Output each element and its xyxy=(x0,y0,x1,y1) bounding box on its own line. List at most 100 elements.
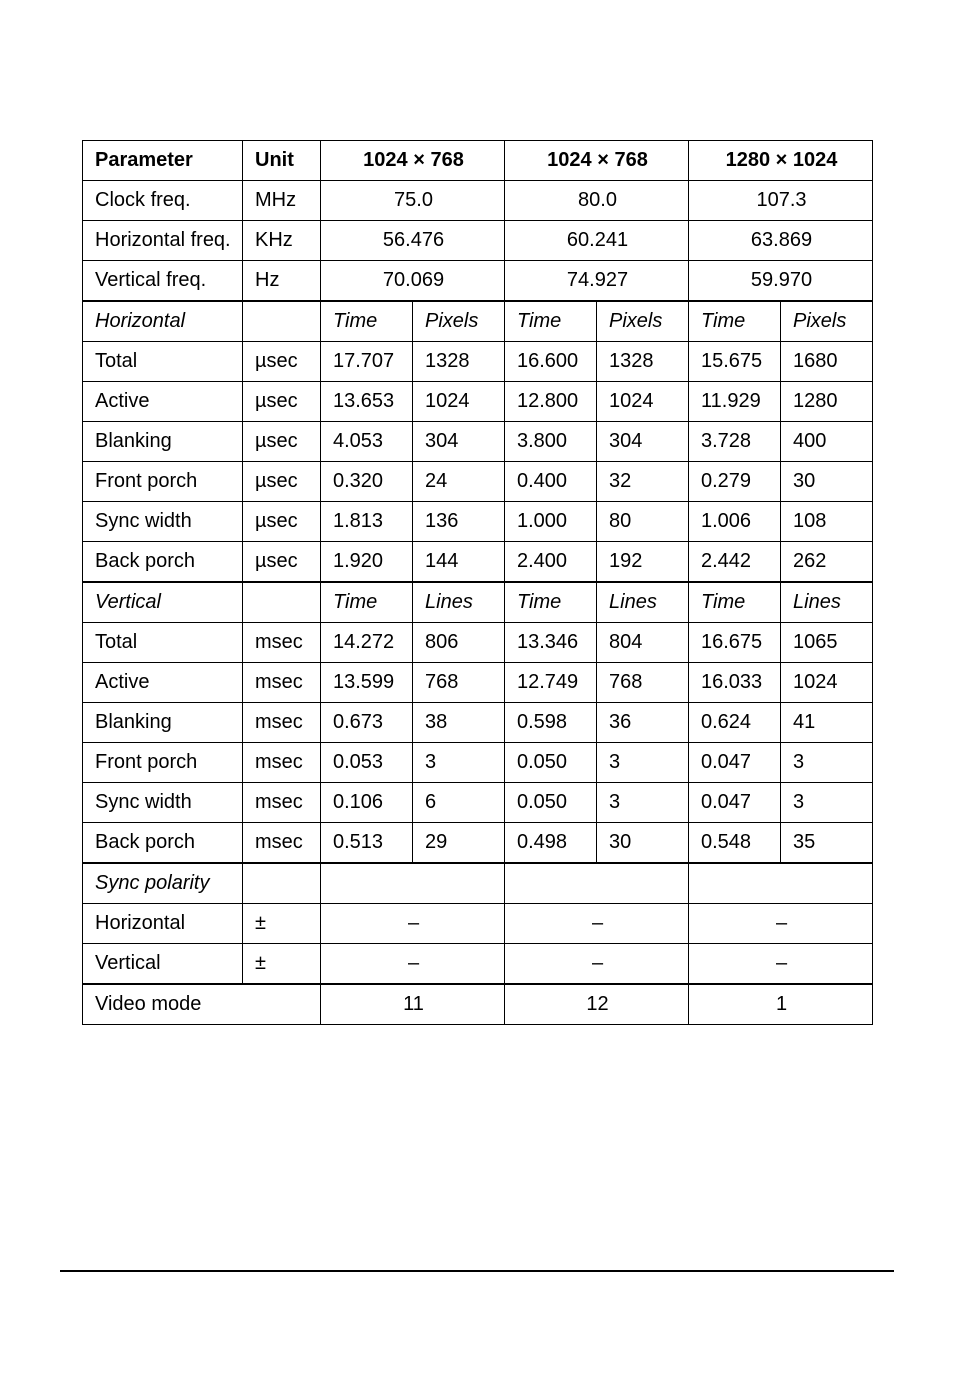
param-label: Back porch xyxy=(83,542,243,583)
cell: 304 xyxy=(597,422,689,462)
param-unit: µsec xyxy=(243,342,321,382)
param-unit: msec xyxy=(243,743,321,783)
sync-title: Sync polarity xyxy=(83,863,243,904)
empty-cell xyxy=(243,582,321,623)
param-unit: µsec xyxy=(243,502,321,542)
video-mode-row: Video mode 11 12 1 xyxy=(83,984,873,1025)
table-row: Sync width msec 0.106 6 0.050 3 0.047 3 xyxy=(83,783,873,823)
cell: 262 xyxy=(781,542,873,583)
video-mode-val: 1 xyxy=(689,984,873,1025)
table-row: Sync width µsec 1.813 136 1.000 80 1.006… xyxy=(83,502,873,542)
cell: 32 xyxy=(597,462,689,502)
param-label: Total xyxy=(83,342,243,382)
freq-val: 63.869 xyxy=(689,221,873,261)
col-pixels: Pixels xyxy=(597,301,689,342)
cell: 17.707 xyxy=(321,342,413,382)
col-time: Time xyxy=(321,582,413,623)
cell: 2.442 xyxy=(689,542,781,583)
cell: 0.673 xyxy=(321,703,413,743)
col-pixels: Pixels xyxy=(413,301,505,342)
video-mode-val: 12 xyxy=(505,984,689,1025)
empty-cell xyxy=(505,863,689,904)
sync-label: Horizontal xyxy=(83,904,243,944)
param-label: Sync width xyxy=(83,783,243,823)
cell: 13.653 xyxy=(321,382,413,422)
cell: 0.498 xyxy=(505,823,597,864)
cell: 35 xyxy=(781,823,873,864)
sync-val: – xyxy=(689,944,873,985)
sync-unit: ± xyxy=(243,944,321,985)
cell: 0.047 xyxy=(689,743,781,783)
cell: 1280 xyxy=(781,382,873,422)
param-unit: msec xyxy=(243,703,321,743)
cell: 0.624 xyxy=(689,703,781,743)
cell: 804 xyxy=(597,623,689,663)
sync-val: – xyxy=(689,904,873,944)
cell: 1328 xyxy=(597,342,689,382)
horizontal-header-row: Horizontal Time Pixels Time Pixels Time … xyxy=(83,301,873,342)
cell: 0.598 xyxy=(505,703,597,743)
empty-cell xyxy=(321,863,505,904)
freq-row: Horizontal freq. KHz 56.476 60.241 63.86… xyxy=(83,221,873,261)
freq-unit: Hz xyxy=(243,261,321,302)
cell: 15.675 xyxy=(689,342,781,382)
param-unit: µsec xyxy=(243,382,321,422)
col-time: Time xyxy=(689,301,781,342)
cell: 3.800 xyxy=(505,422,597,462)
cell: 768 xyxy=(413,663,505,703)
freq-row: Clock freq. MHz 75.0 80.0 107.3 xyxy=(83,181,873,221)
cell: 6 xyxy=(413,783,505,823)
col-time: Time xyxy=(321,301,413,342)
cell: 1024 xyxy=(413,382,505,422)
sync-label: Vertical xyxy=(83,944,243,985)
col-lines: Lines xyxy=(781,582,873,623)
cell: 1328 xyxy=(413,342,505,382)
sync-val: – xyxy=(505,904,689,944)
col-lines: Lines xyxy=(413,582,505,623)
sync-val: – xyxy=(505,944,689,985)
param-label: Front porch xyxy=(83,743,243,783)
param-label: Blanking xyxy=(83,703,243,743)
cell: 12.749 xyxy=(505,663,597,703)
header-unit: Unit xyxy=(243,141,321,181)
param-unit: msec xyxy=(243,823,321,864)
freq-unit: KHz xyxy=(243,221,321,261)
table-row: Front porch µsec 0.320 24 0.400 32 0.279… xyxy=(83,462,873,502)
horizontal-title: Horizontal xyxy=(83,301,243,342)
cell: 0.047 xyxy=(689,783,781,823)
cell: 192 xyxy=(597,542,689,583)
col-pixels: Pixels xyxy=(781,301,873,342)
cell: 400 xyxy=(781,422,873,462)
cell: 0.053 xyxy=(321,743,413,783)
cell: 1065 xyxy=(781,623,873,663)
cell: 14.272 xyxy=(321,623,413,663)
freq-val: 70.069 xyxy=(321,261,505,302)
cell: 0.320 xyxy=(321,462,413,502)
cell: 144 xyxy=(413,542,505,583)
cell: 41 xyxy=(781,703,873,743)
col-lines: Lines xyxy=(597,582,689,623)
cell: 30 xyxy=(597,823,689,864)
param-label: Total xyxy=(83,623,243,663)
table-row: Back porch msec 0.513 29 0.498 30 0.548 … xyxy=(83,823,873,864)
cell: 2.400 xyxy=(505,542,597,583)
cell: 0.106 xyxy=(321,783,413,823)
sync-header-row: Sync polarity xyxy=(83,863,873,904)
vertical-title: Vertical xyxy=(83,582,243,623)
freq-label: Vertical freq. xyxy=(83,261,243,302)
sync-row: Horizontal ± – – – xyxy=(83,904,873,944)
header-parameter: Parameter xyxy=(83,141,243,181)
cell: 1.006 xyxy=(689,502,781,542)
empty-cell xyxy=(243,863,321,904)
empty-cell xyxy=(243,301,321,342)
vertical-header-row: Vertical Time Lines Time Lines Time Line… xyxy=(83,582,873,623)
freq-label: Clock freq. xyxy=(83,181,243,221)
col-time: Time xyxy=(505,582,597,623)
cell: 1.813 xyxy=(321,502,413,542)
freq-val: 80.0 xyxy=(505,181,689,221)
freq-val: 107.3 xyxy=(689,181,873,221)
freq-val: 60.241 xyxy=(505,221,689,261)
header-mode-0: 1024 × 768 xyxy=(321,141,505,181)
cell: 1.920 xyxy=(321,542,413,583)
param-unit: msec xyxy=(243,783,321,823)
